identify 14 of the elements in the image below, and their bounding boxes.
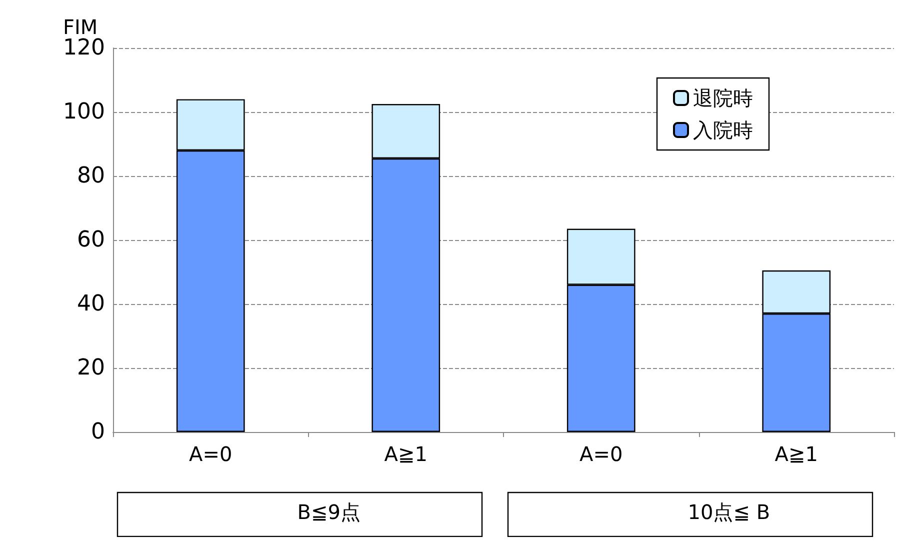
- y-tick-label: 80: [77, 164, 105, 188]
- x-tick-label: A≧1: [384, 442, 428, 466]
- text: B≦9点: [297, 500, 360, 524]
- y-tick-label: 40: [77, 292, 105, 316]
- y-tick-label: 60: [77, 228, 105, 252]
- x-tick-label: A=0: [189, 442, 232, 466]
- y-tick-label: 0: [91, 420, 105, 444]
- x-tick-label: A≧1: [774, 442, 818, 466]
- y-tick-label: 100: [63, 100, 105, 124]
- legend-label: 入院時: [693, 118, 753, 142]
- y-tick-label: 20: [77, 356, 105, 380]
- text: 10点≦ B: [688, 500, 770, 524]
- x-tick-label: A=0: [580, 442, 623, 466]
- legend-label: 退院時: [693, 86, 753, 110]
